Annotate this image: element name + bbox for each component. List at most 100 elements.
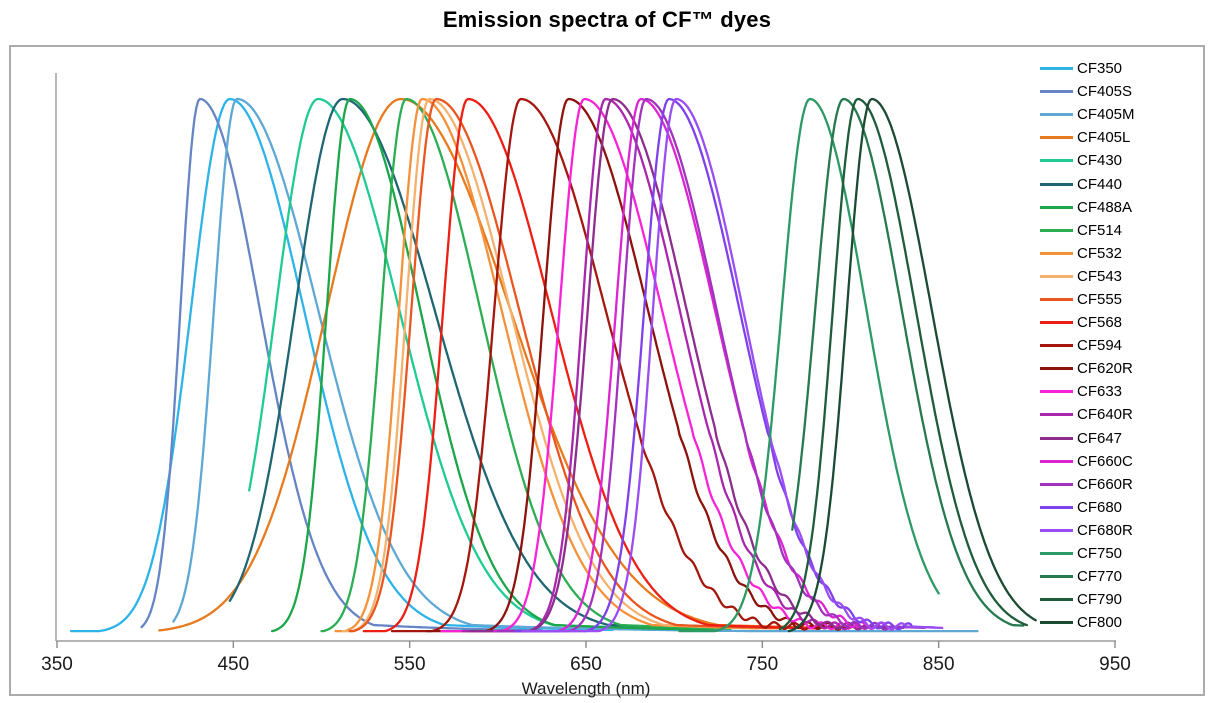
legend-swatch: [1040, 274, 1073, 278]
spectrum-curve-cf640r: [461, 97, 898, 633]
spectrum-curve-cf350: [69, 97, 614, 633]
legend-label: CF514: [1077, 221, 1123, 239]
legend-item: CF640R: [1040, 403, 1135, 426]
legend-swatch: [1040, 413, 1073, 417]
legend-item: CF555: [1040, 288, 1135, 311]
legend-item: CF647: [1040, 427, 1135, 450]
spectrum-curve-cf405l: [158, 97, 826, 632]
legend-item: CF543: [1040, 265, 1135, 288]
legend-item: CF350: [1040, 57, 1135, 80]
x-axis-tick-label: 650: [570, 654, 602, 675]
legend: CF350 CF405S CF405M CF405L CF430 CF440 CF488A C…: [1040, 57, 1135, 634]
spectrum-curve-cf790: [778, 97, 1028, 631]
legend-item: CF488A: [1040, 196, 1135, 219]
spectrum-curve-cf594: [390, 97, 852, 633]
legend-label: CF790: [1077, 591, 1123, 609]
legend-item: CF568: [1040, 311, 1135, 334]
legend-swatch: [1040, 182, 1073, 186]
legend-swatch: [1040, 344, 1073, 348]
legend-swatch: [1040, 159, 1073, 163]
legend-swatch: [1040, 297, 1073, 301]
legend-item: CF750: [1040, 542, 1135, 565]
legend-label: CF543: [1077, 267, 1123, 285]
spectrum-curve-cf647: [468, 97, 905, 633]
legend-swatch: [1040, 505, 1073, 509]
legend-swatch: [1040, 575, 1073, 579]
legend-swatch: [1040, 436, 1073, 440]
spectrum-curve-cf800: [787, 97, 1037, 633]
legend-label: CF750: [1077, 545, 1123, 563]
legend-item: CF514: [1040, 219, 1135, 242]
legend-item: CF680: [1040, 496, 1135, 519]
legend-swatch: [1040, 90, 1073, 94]
legend-item: CF660C: [1040, 450, 1135, 473]
legend-label: CF405M: [1077, 106, 1135, 124]
legend-item: CF430: [1040, 149, 1135, 172]
legend-item: CF532: [1040, 242, 1135, 265]
legend-label: CF660R: [1077, 475, 1133, 493]
legend-swatch: [1040, 552, 1073, 556]
legend-label: CF680R: [1077, 521, 1133, 539]
legend-item: CF405L: [1040, 126, 1135, 149]
spectrum-curve-cf770: [791, 97, 1025, 627]
legend-swatch: [1040, 228, 1073, 232]
spectrum-curve-cf750: [678, 97, 940, 633]
legend-swatch: [1040, 390, 1073, 394]
spectra-canvas: [55, 73, 1116, 648]
x-axis-tick-label: 850: [922, 654, 955, 675]
x-axis-tick-label: 550: [393, 654, 426, 675]
spectrum-curve-cf514: [320, 97, 732, 633]
legend-label: CF680: [1077, 498, 1123, 516]
spectrum-curve-cf555: [348, 97, 782, 633]
spectrum-curve-cf488a: [270, 97, 715, 633]
x-axis-tick-label: 350: [41, 654, 73, 675]
x-axis-tick-label: 750: [746, 654, 779, 675]
legend-item: CF594: [1040, 334, 1135, 357]
legend-item: CF770: [1040, 565, 1135, 588]
legend-swatch: [1040, 251, 1073, 255]
legend-item: CF660R: [1040, 473, 1135, 496]
legend-item: CF633: [1040, 380, 1135, 403]
legend-label: CF555: [1077, 290, 1123, 308]
legend-label: CF800: [1077, 614, 1123, 632]
legend-label: CF633: [1077, 383, 1123, 401]
legend-swatch: [1040, 598, 1073, 602]
legend-swatch: [1040, 459, 1073, 463]
legend-swatch: [1040, 321, 1073, 325]
legend-item: CF440: [1040, 172, 1135, 195]
legend-item: CF405S: [1040, 80, 1135, 103]
legend-label: CF770: [1077, 568, 1123, 586]
legend-label: CF640R: [1077, 406, 1133, 424]
legend-swatch: [1040, 113, 1073, 117]
legend-item: CF620R: [1040, 357, 1135, 380]
plot-area: 350 450 550 650 750 850 950 Wavelength (nm) CF…: [9, 45, 1205, 698]
legend-label: CF532: [1077, 244, 1123, 262]
legend-item: CF790: [1040, 588, 1135, 611]
spectrum-curve-cf660c: [493, 97, 919, 633]
legend-label: CF488A: [1077, 198, 1133, 216]
legend-label: CF568: [1077, 314, 1123, 332]
legend-swatch: [1040, 367, 1073, 371]
legend-item: CF680R: [1040, 519, 1135, 542]
spectrum-curve-cf633: [440, 97, 884, 633]
legend-label: CF660C: [1077, 452, 1133, 470]
legend-swatch: [1040, 205, 1073, 209]
spectrum-curve-cf568: [362, 97, 817, 633]
x-axis-title: Wavelength (nm): [521, 679, 651, 698]
x-axis-tick-label: 450: [217, 654, 250, 675]
legend-label: CF350: [1077, 60, 1123, 78]
legend-swatch: [1040, 482, 1073, 486]
legend-swatch: [1040, 136, 1073, 140]
chart-title: Emission spectra of CF™ dyes: [442, 7, 772, 32]
spectrum-curve-cf680r: [521, 97, 944, 633]
legend-label: CF594: [1077, 337, 1123, 355]
legend-label: CF620R: [1077, 360, 1133, 378]
legend-swatch: [1040, 528, 1073, 532]
legend-label: CF647: [1077, 429, 1123, 447]
x-axis-tick-label: 950: [1099, 654, 1131, 675]
legend-swatch: [1040, 621, 1073, 625]
legend-item: CF405M: [1040, 103, 1135, 126]
spectrum-curve-cf405s: [140, 97, 544, 632]
legend-item: CF800: [1040, 611, 1135, 634]
